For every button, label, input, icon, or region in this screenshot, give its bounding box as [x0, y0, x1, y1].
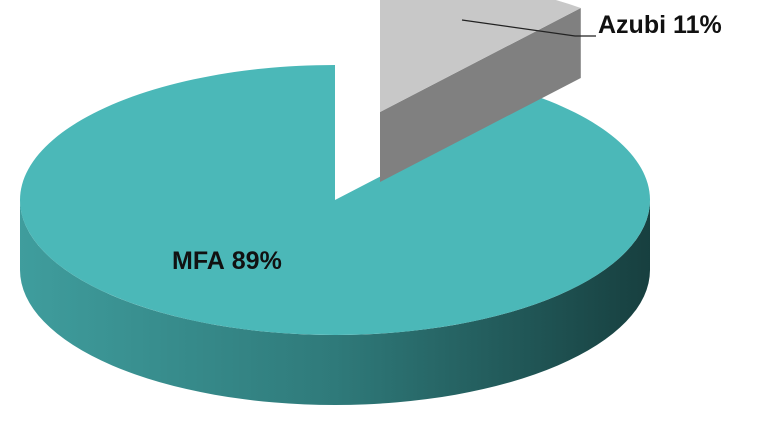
pie-slice: [380, 0, 581, 112]
category-label: Azubi: [598, 11, 666, 39]
leader-line: [461, 19, 596, 37]
value-label: 11%: [673, 11, 722, 39]
slice-side: [20, 200, 650, 405]
data-label: Azubi 11%: [598, 11, 722, 39]
category-label: MFA: [172, 247, 225, 275]
value-label: 89%: [232, 247, 282, 275]
data-label: MFA 89%: [172, 247, 282, 275]
slice-face: [380, 7, 581, 182]
pie-slice: [19, 65, 650, 335]
